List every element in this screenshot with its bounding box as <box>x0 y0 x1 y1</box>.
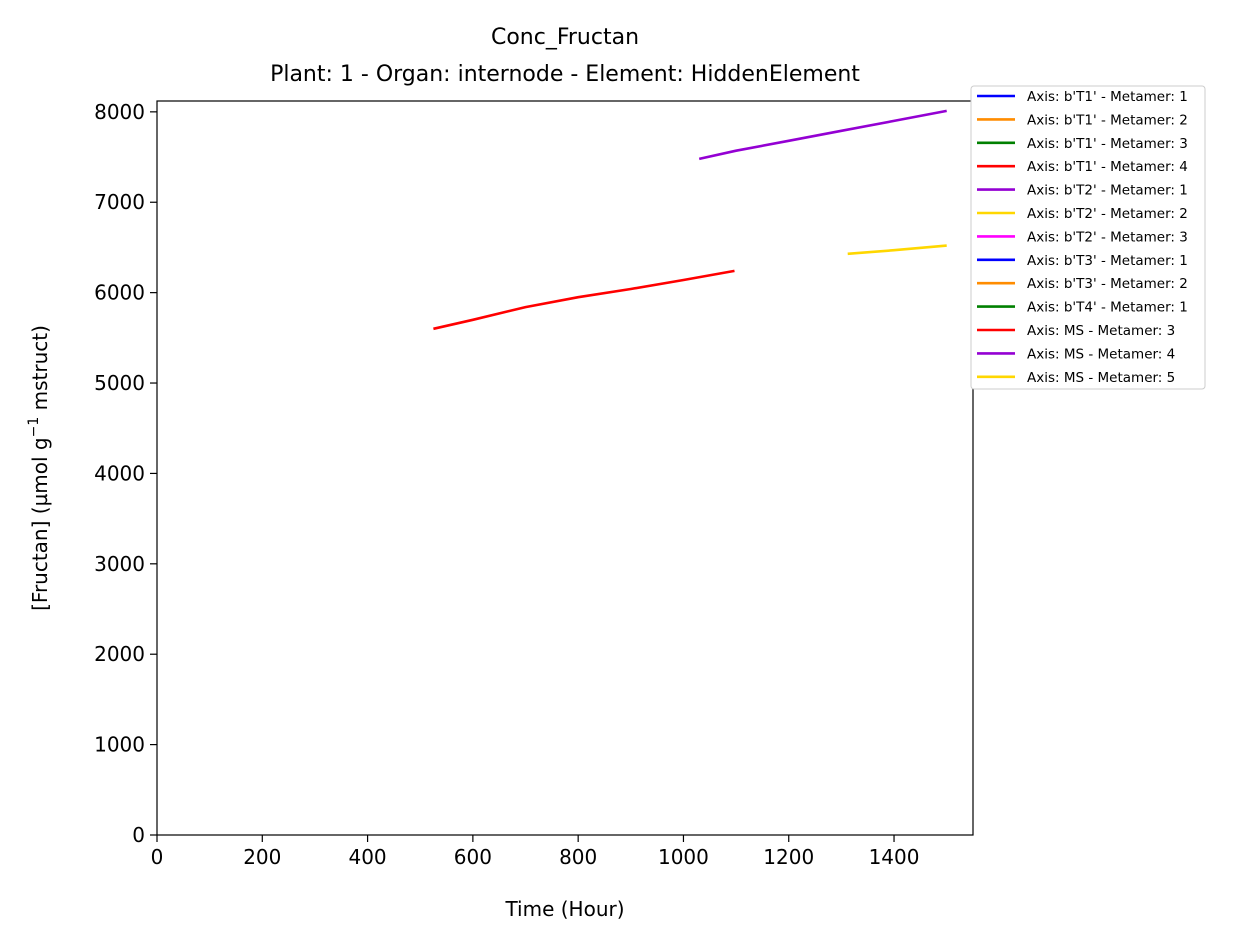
y-tick-label: 2000 <box>94 642 145 666</box>
legend-label: Axis: b'T2' - Metamer: 3 <box>1027 229 1188 245</box>
legend-label: Axis: b'T2' - Metamer: 2 <box>1027 206 1188 222</box>
y-tick-label: 1000 <box>94 733 145 757</box>
plot-area-lines <box>433 109 947 331</box>
y-tick-label: 4000 <box>94 461 145 485</box>
y-tick-label: 8000 <box>94 100 145 124</box>
series-line <box>847 244 947 256</box>
chart-subtitle: Plant: 1 - Organ: internode - Element: H… <box>270 62 860 87</box>
x-tick-label: 200 <box>243 845 281 869</box>
y-tick-label: 5000 <box>94 371 145 395</box>
x-tick-label: 1000 <box>658 845 709 869</box>
legend-label: Axis: b'T3' - Metamer: 2 <box>1027 276 1188 292</box>
legend-label: Axis: MS - Metamer: 3 <box>1027 323 1175 339</box>
y-axis-label-sup: −1 <box>26 417 42 438</box>
y-axis-label: [Fructan] (µmol g−1 mstruct) <box>26 325 52 611</box>
chart-title: Conc_Fructan <box>491 25 639 50</box>
x-tick-label: 800 <box>559 845 597 869</box>
x-tick-label: 0 <box>151 845 164 869</box>
x-tick-label: 1400 <box>869 845 920 869</box>
legend-label: Axis: b'T1' - Metamer: 3 <box>1027 136 1188 152</box>
legend-label: Axis: MS - Metamer: 4 <box>1027 346 1175 362</box>
plot-frame <box>156 100 974 836</box>
x-axis: 0 200 400 600 800 1000 1200 1400 <box>151 835 920 869</box>
x-tick-label: 1200 <box>763 845 814 869</box>
legend-label: Axis: b'T1' - Metamer: 2 <box>1027 112 1188 128</box>
x-tick-label: 600 <box>454 845 492 869</box>
y-axis-label-main: [Fructan] (µmol g <box>28 437 52 611</box>
legend-label: Axis: b'T3' - Metamer: 1 <box>1027 253 1188 269</box>
series-line <box>433 269 735 331</box>
legend-label: Axis: b'T4' - Metamer: 1 <box>1027 300 1188 316</box>
y-tick-label: 0 <box>132 823 145 847</box>
series-line <box>698 109 947 161</box>
y-tick-label: 7000 <box>94 190 145 214</box>
legend-label: Axis: b'T2' - Metamer: 1 <box>1027 183 1188 199</box>
y-tick-label: 6000 <box>94 281 145 305</box>
y-tick-label: 3000 <box>94 552 145 576</box>
y-axis-label-tail: mstruct) <box>28 325 52 417</box>
legend-label: Axis: b'T1' - Metamer: 4 <box>1027 159 1188 175</box>
legend-label: Axis: MS - Metamer: 5 <box>1027 370 1175 386</box>
x-tick-label: 400 <box>348 845 386 869</box>
legend-label: Axis: b'T1' - Metamer: 1 <box>1027 89 1188 105</box>
legend: Axis: b'T1' - Metamer: 1 Axis: b'T1' - Me… <box>970 85 1206 390</box>
x-axis-label: Time (Hour) <box>504 897 624 921</box>
y-axis: 0 1000 2000 3000 4000 5000 6000 7000 8000 <box>94 100 157 847</box>
legend-box <box>970 85 1206 390</box>
